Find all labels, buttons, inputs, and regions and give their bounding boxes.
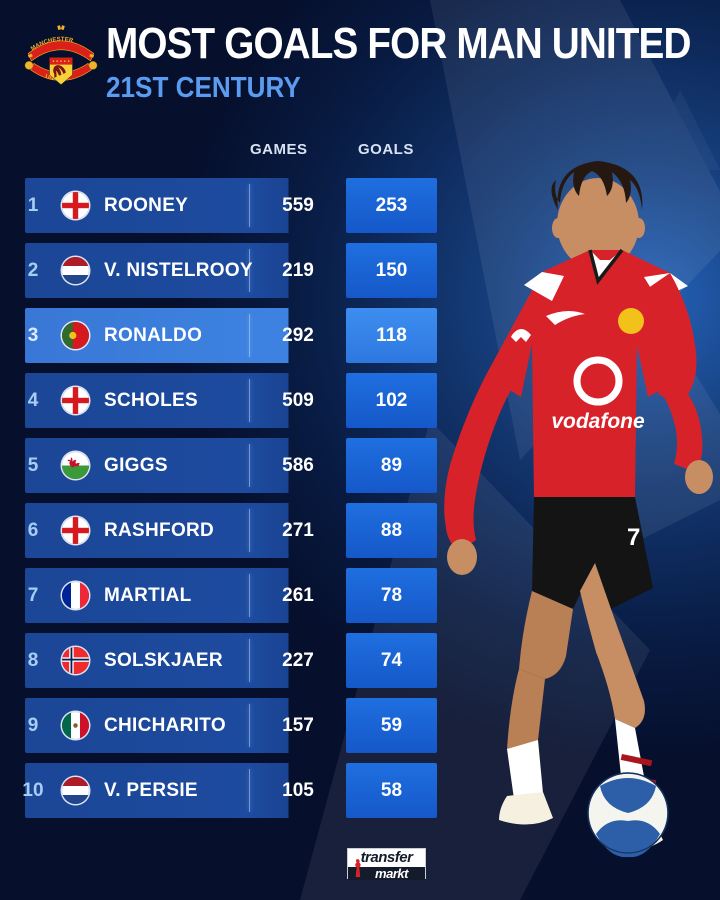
- svg-text:vodafone: vodafone: [551, 410, 645, 433]
- svg-text:7: 7: [627, 524, 640, 551]
